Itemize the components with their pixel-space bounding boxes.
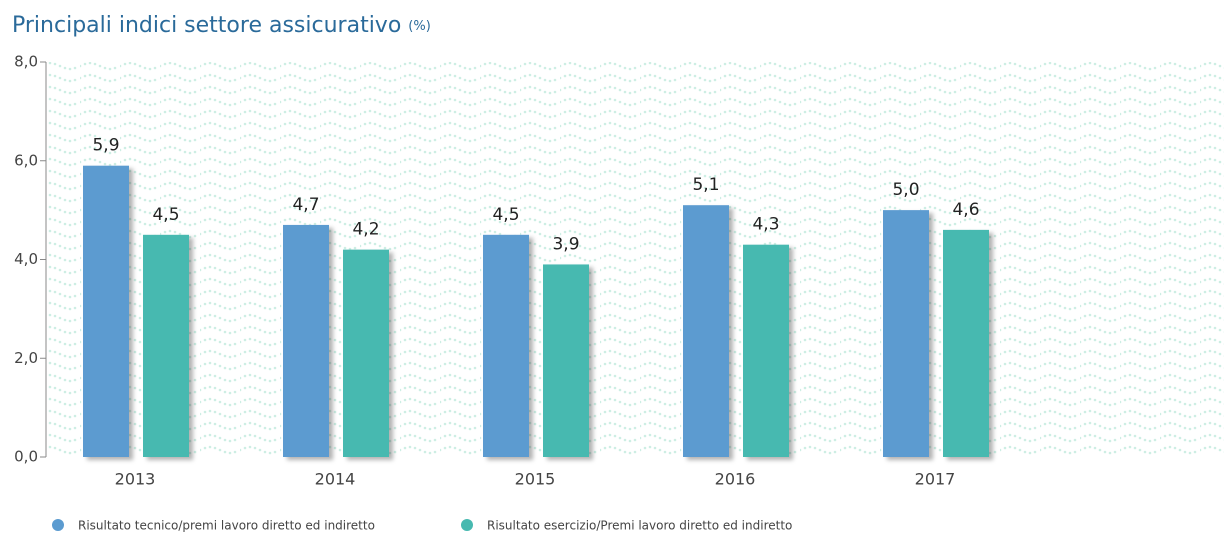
x-tick-label: 2017 [915,470,956,489]
value-label: 4,3 [752,215,779,235]
y-tick-label: 0,0 [14,448,38,466]
chart-title: Principali indici settore assicurativo (… [12,13,431,38]
legend-label: Risultato tecnico/premi lavoro diretto e… [78,519,375,533]
value-label: 5,0 [892,180,919,200]
value-label: 4,5 [152,205,179,225]
bar [343,249,389,457]
bar [943,229,989,457]
value-label: 3,9 [552,234,579,254]
legend-marker [461,519,473,531]
x-tick-label: 2016 [715,470,756,489]
plot-background [46,62,1224,457]
x-tick-label: 2015 [515,470,556,489]
bar [143,234,189,457]
value-label: 5,1 [692,175,719,195]
y-tick-label: 6,0 [14,151,38,169]
bar [483,234,529,457]
bar [883,210,929,457]
legend-label: Risultato esercizio/Premi lavoro diretto… [487,519,792,533]
bar [283,224,329,457]
x-tick-label: 2013 [115,470,156,489]
y-tick-label: 8,0 [14,53,38,71]
value-label: 4,2 [352,220,379,240]
x-tick-label: 2014 [315,470,356,489]
legend-marker [52,519,64,531]
bar [683,205,729,457]
bar [83,165,129,457]
value-label: 4,6 [952,200,979,220]
value-label: 4,7 [292,195,319,215]
y-tick-label: 2,0 [14,349,38,367]
value-label: 4,5 [492,205,519,225]
y-tick-label: 4,0 [14,250,38,268]
value-label: 5,9 [92,136,119,156]
bar [543,264,589,457]
bar [743,244,789,457]
